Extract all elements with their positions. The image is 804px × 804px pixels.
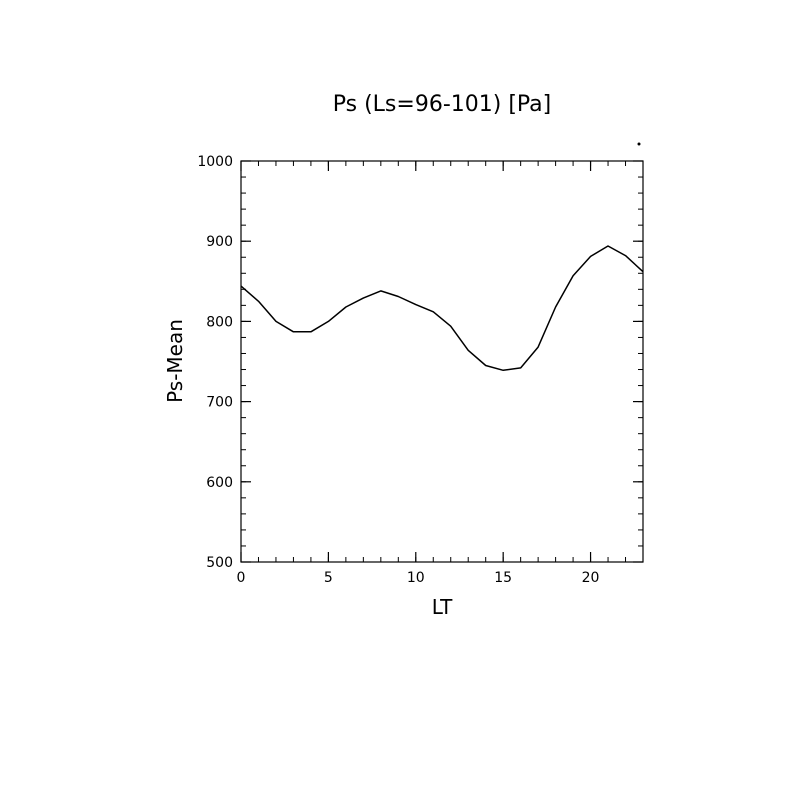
x-tick-label: 0 (237, 570, 246, 586)
x-tick-label: 10 (407, 570, 425, 586)
plot-frame (240, 160, 644, 563)
y-tick-label: 700 (206, 395, 233, 411)
x-tick-label: 5 (324, 570, 333, 586)
y-axis: 500 600 700 800 900 1000 (197, 154, 643, 571)
series-line (240, 245, 644, 372)
chart-title: Ps (Ls=96-101) [Pa] (333, 92, 552, 117)
series-group (240, 245, 644, 372)
y-tick-label: 1000 (197, 154, 233, 170)
corner-dot (637, 142, 641, 146)
y-tick-label: 900 (206, 234, 233, 250)
x-tick-label: 15 (494, 570, 512, 586)
x-axis: 0 5 10 15 20 (237, 161, 600, 586)
y-tick-label: 800 (206, 314, 233, 330)
minor-ticks (240, 160, 644, 563)
x-axis-label: LT (432, 595, 453, 619)
y-tick-label: 600 (206, 475, 233, 491)
x-tick-label: 20 (582, 570, 600, 586)
y-tick-label: 500 (206, 555, 233, 571)
y-axis-label: Ps-Mean (163, 319, 187, 403)
